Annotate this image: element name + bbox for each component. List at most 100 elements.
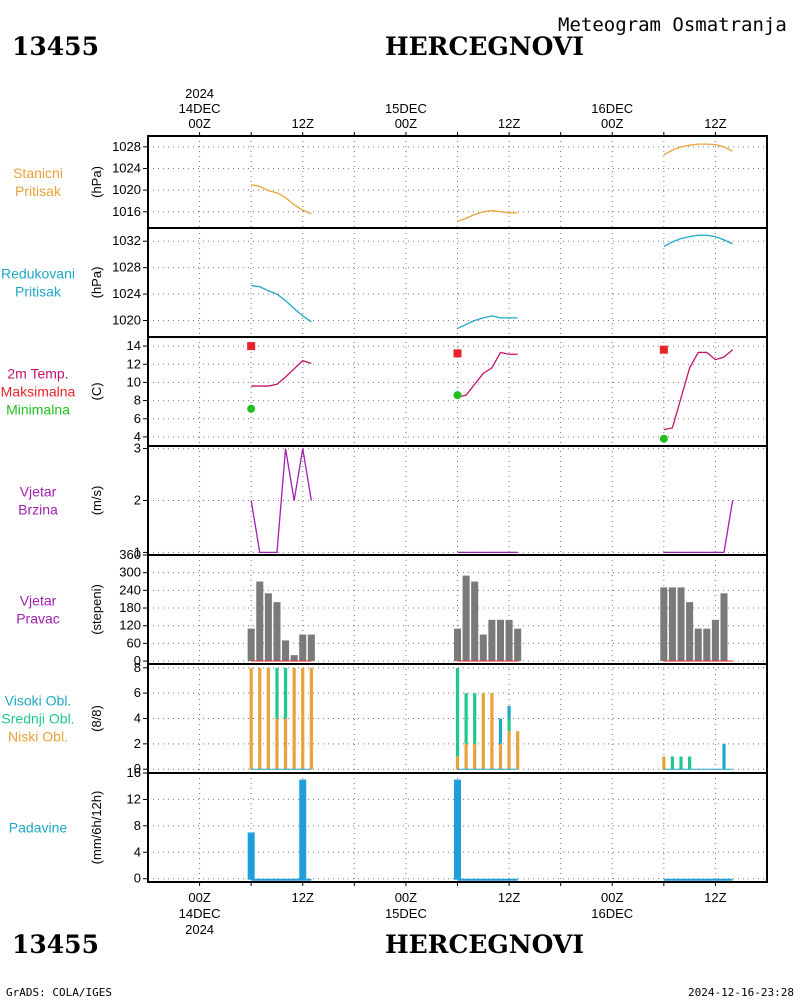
cloud-bar-low [490, 693, 494, 770]
x-tick-label: 12Z [498, 116, 520, 131]
y-axis-label: (8/8) [89, 705, 104, 732]
cloud-bar-mid [455, 667, 460, 757]
timestamp: 2024-12-16-23:28 [688, 986, 794, 999]
x-tick-label: 2024 [185, 922, 214, 937]
y-tick-label: 4 [134, 711, 141, 726]
cloud-bar-mid [679, 756, 683, 770]
bar [273, 602, 281, 662]
station-name-top: HERCEGNOVI [385, 32, 584, 61]
y-axis-label: (stepeni) [89, 584, 104, 635]
bar [668, 587, 676, 662]
series-line [251, 359, 312, 387]
cloud-bar-mid [688, 756, 692, 770]
cloud-bar-low [507, 731, 511, 770]
cloud-bar-low [455, 756, 460, 770]
y-axis-label: (mm/6h/12h) [89, 791, 104, 865]
y-tick-label: 6 [134, 685, 141, 700]
cloud-bar-low [249, 667, 253, 770]
series-line [250, 448, 312, 554]
cloud-bar-low [258, 667, 262, 770]
x-tick-label: 12Z [704, 116, 726, 131]
x-tick-label: 00Z [601, 890, 623, 905]
y-axis-label: (m/s) [89, 486, 104, 516]
y-tick-label: 1020 [112, 182, 141, 197]
y-tick-label: 120 [119, 618, 141, 633]
cloud-bar-mid [283, 667, 288, 719]
panel-label: Pritisak [15, 284, 62, 300]
y-tick-label: 1 [134, 544, 141, 559]
series-line [663, 234, 733, 248]
x-tick-label: 12Z [292, 890, 314, 905]
cloud-bar-mid [464, 693, 468, 744]
bar [264, 593, 272, 662]
x-tick-label: 12Z [498, 890, 520, 905]
x-tick-label: 00Z [601, 116, 623, 131]
bar [703, 628, 711, 662]
cloud-bar-low [309, 667, 313, 770]
cloud-bar-high [507, 705, 511, 719]
y-tick-label: 8 [134, 818, 141, 833]
bar [290, 655, 298, 662]
bar [496, 619, 505, 662]
panel-label: Redukovani [1, 266, 75, 282]
y-tick-label: 300 [119, 565, 141, 580]
y-tick-label: 12 [127, 791, 141, 806]
y-tick-label: 1032 [112, 233, 141, 248]
y-axis-label: (C) [89, 382, 104, 400]
y-axis-label: (hPa) [89, 267, 104, 299]
series-line [251, 184, 312, 215]
series-line [663, 143, 733, 156]
bar [247, 832, 255, 880]
station-name-bottom: HERCEGNOVI [385, 930, 584, 959]
y-tick-label: 10 [127, 374, 141, 389]
y-tick-label: 6 [134, 411, 141, 426]
bar [505, 619, 513, 662]
y-tick-label: 0 [134, 871, 141, 886]
y-tick-label: 8 [134, 660, 141, 675]
panel-label: Visoki Obl. [5, 693, 72, 709]
panel-temperature: 4 6 8 10 12 14 (C) 2m Temp. Maksimalna Minimalna [1, 336, 768, 447]
panel-wind_direction: 0 60 120 180 240 300 360 (stepeni) Vjetar Pravac [16, 547, 768, 668]
cloud-bar-low [516, 731, 520, 770]
panel-label: Pritisak [15, 183, 62, 199]
bar [488, 619, 496, 662]
panel-frame [147, 227, 768, 338]
bar [711, 619, 719, 662]
panel-label: Minimalna [6, 402, 70, 418]
bar [471, 581, 479, 662]
bar [479, 634, 487, 662]
series-line [663, 349, 734, 431]
panel-clouds: 0 2 4 6 8 (8/8) Visoki Obl. Srednji Obl. Niski O… [1, 660, 768, 776]
y-axis-label: (hPa) [89, 166, 104, 198]
x-tick-label: 00Z [395, 116, 417, 131]
panel-precipitation: 0 4 8 12 16 (mm/6h/12h) Padavine [9, 765, 768, 886]
bar [247, 628, 255, 662]
x-tick-label: 15DEC [385, 906, 427, 921]
bar [694, 628, 702, 662]
y-tick-label: 240 [119, 582, 141, 597]
max-temp-point [247, 342, 256, 351]
y-tick-label: 16 [127, 765, 141, 780]
station-id-bottom: 13455 [12, 930, 99, 959]
panel-label: Niski Obl. [8, 729, 68, 745]
cloud-bar-low [473, 743, 477, 770]
y-tick-label: 14 [127, 338, 141, 353]
y-tick-label: 1028 [112, 260, 141, 275]
y-tick-label: 4 [134, 844, 141, 859]
cloud-bar-mid [670, 756, 675, 770]
panel-label: Stanicni [13, 165, 63, 181]
cloud-bar-low [266, 667, 270, 770]
x-tick-label: 14DEC [179, 906, 221, 921]
bar [282, 640, 290, 662]
cloud-bar-low [498, 743, 503, 770]
panel-label: Vjetar [20, 593, 57, 609]
y-tick-label: 12 [127, 356, 141, 371]
y-tick-label: 4 [134, 429, 141, 444]
bar [453, 628, 462, 662]
x-tick-label: 16DEC [591, 101, 633, 116]
station-id-top: 13455 [12, 32, 99, 61]
series-line [663, 500, 734, 554]
bar [660, 587, 668, 662]
y-tick-label: 180 [119, 600, 141, 615]
